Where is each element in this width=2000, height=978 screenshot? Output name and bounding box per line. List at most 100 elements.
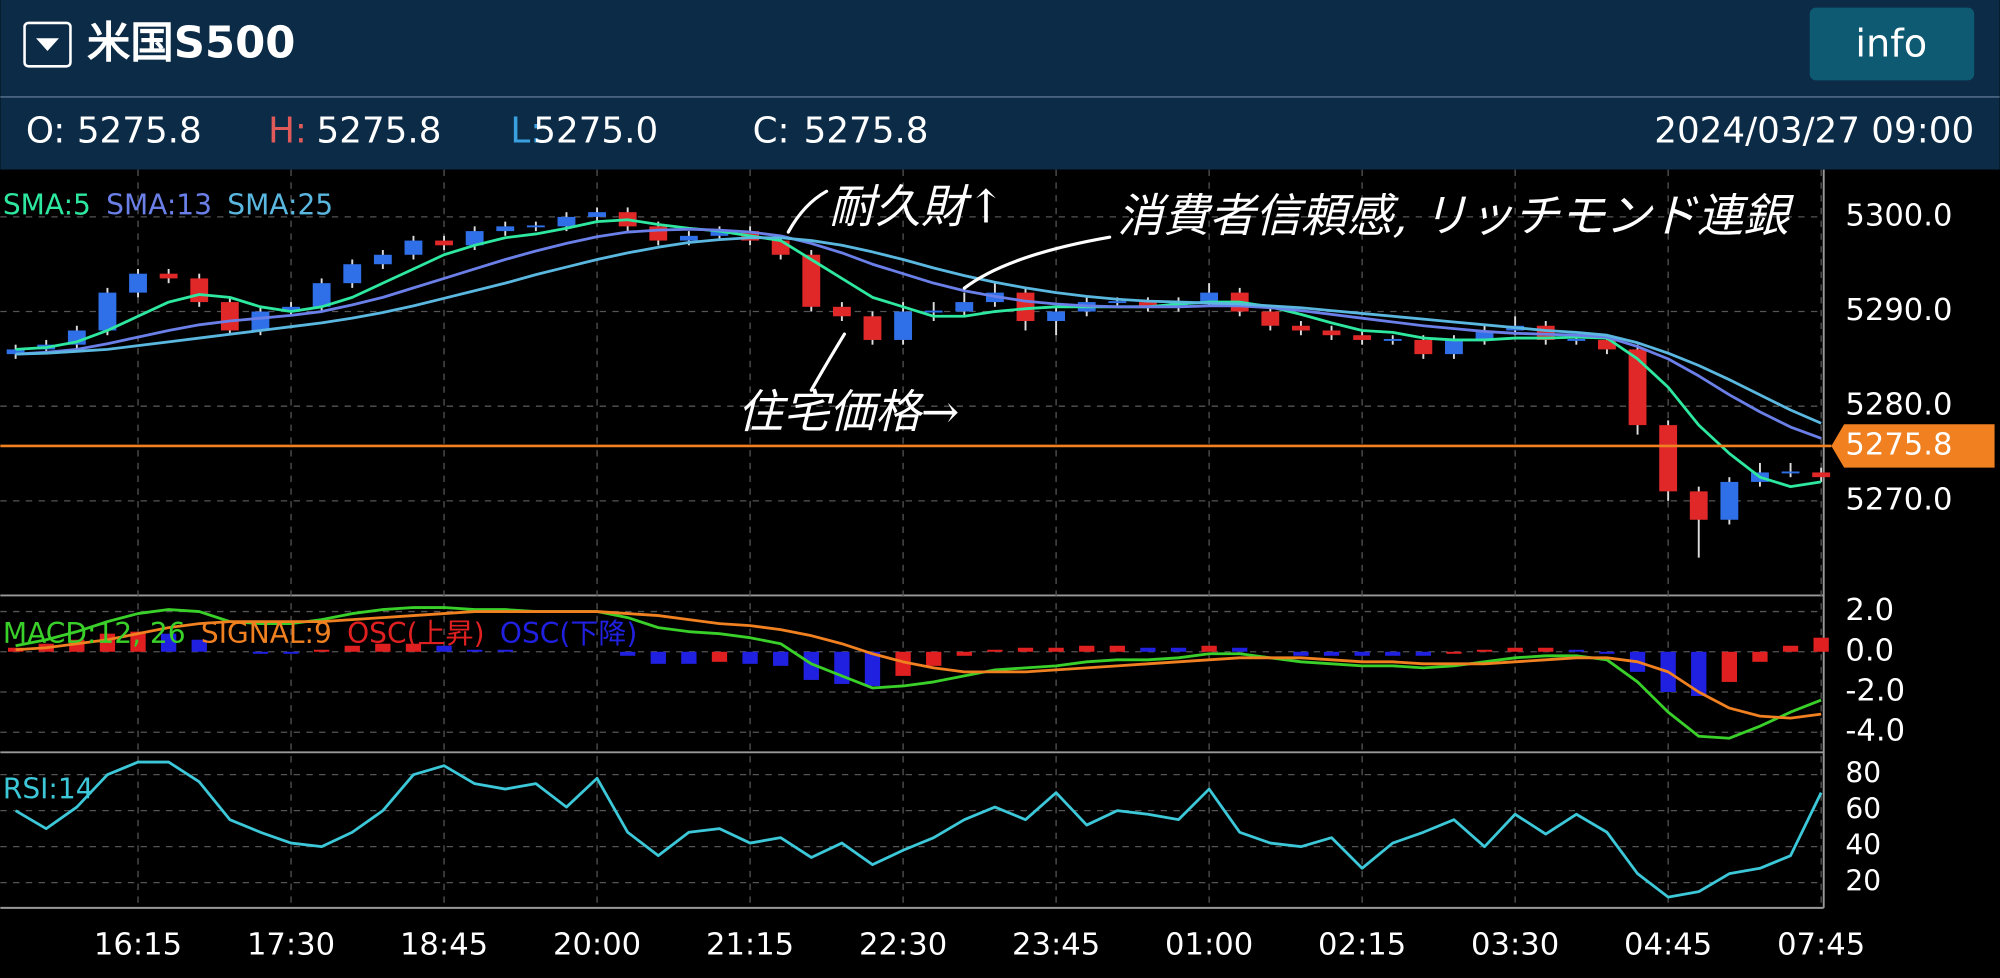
osc-bar — [160, 633, 177, 652]
x-tick-label: 18:45 — [400, 928, 488, 963]
osc-bar — [1293, 651, 1309, 656]
candle-body — [1047, 311, 1066, 322]
y-tick-label: 5280.0 — [1845, 388, 1952, 423]
osc-bar — [711, 651, 728, 662]
legend-entry: RSI:14 — [3, 773, 94, 806]
candle-body — [343, 264, 362, 284]
osc-bar — [1140, 647, 1156, 652]
osc-bar — [130, 631, 146, 652]
osc-bar — [926, 651, 942, 666]
osc-bar — [313, 649, 330, 652]
candle-body — [588, 212, 606, 217]
chart-background — [0, 169, 2000, 978]
candle-body — [649, 226, 668, 241]
legend-entry: OSC(上昇) — [347, 617, 484, 650]
dropdown-arrow[interactable] — [36, 38, 59, 52]
osc-bar — [1721, 651, 1738, 682]
dropdown[interactable] — [23, 21, 72, 68]
candle-body — [1628, 349, 1647, 426]
candle-body — [190, 278, 209, 303]
ohlc-value: 5275.0 — [533, 111, 658, 152]
marks: 16:15 17:30 18:45 20:00 21:15 22:30 23:45 01:00… — [0, 169, 1995, 963]
ohlc-value: 5275.8 — [804, 111, 929, 152]
osc-bar — [497, 649, 513, 652]
osc-bar — [467, 649, 483, 652]
osc-bar — [681, 651, 697, 664]
osc-bar — [1048, 647, 1064, 652]
y-tick-label: 0.0 — [1845, 633, 1894, 668]
candle-body — [1200, 292, 1219, 303]
y-tick-label: 60 — [1845, 793, 1881, 826]
osc-bar — [650, 651, 666, 664]
legend-entry: SMA:5 — [3, 189, 91, 222]
osc-bar — [1446, 651, 1462, 654]
candle-body — [129, 273, 147, 293]
candle-body — [1812, 472, 1831, 478]
legend-entry: OSC(下降) — [500, 617, 637, 650]
osc-bar — [1170, 647, 1187, 652]
candle-body — [1108, 301, 1127, 304]
osc-bar — [436, 645, 452, 652]
dropdown-box[interactable] — [23, 21, 72, 68]
osc-bar — [1385, 651, 1401, 656]
legend-entry: SMA:13 — [106, 189, 212, 222]
osc-bar — [1782, 645, 1799, 652]
osc-bar — [895, 651, 911, 676]
ohlc-label: O: — [26, 111, 66, 152]
candle-body — [435, 240, 453, 246]
osc-bar — [1415, 651, 1431, 656]
candle-body — [1567, 338, 1586, 341]
y-tick-label: 5300.0 — [1845, 198, 1952, 233]
candle-body — [496, 226, 515, 232]
candle-body — [1781, 471, 1800, 474]
handwritten-note: 耐久財↑ — [829, 179, 1005, 233]
y-tick-label: 20 — [1845, 865, 1881, 898]
osc-bar — [1752, 651, 1768, 662]
handwritten-note: 消費者信頼感, リッチモンド連銀 — [1117, 188, 1794, 242]
osc-bar — [1568, 649, 1584, 652]
candle-body — [771, 240, 790, 255]
osc-bar — [283, 651, 299, 654]
osc-bar — [7, 647, 24, 652]
symbol-title[interactable]: 米国S500 — [87, 18, 295, 68]
candle-body — [251, 311, 270, 331]
candle-body — [1689, 491, 1708, 520]
candle-body — [1383, 338, 1402, 341]
datetime: 2024/03/27 09:00 — [1654, 111, 1974, 152]
legend-entry: SIGNAL:9 — [201, 617, 332, 650]
y-tick-label: 40 — [1845, 829, 1881, 862]
candle-body — [1291, 325, 1310, 331]
candle-body — [1720, 481, 1739, 520]
pointer-stroke — [786, 189, 829, 234]
osc-bar — [987, 649, 1003, 652]
y-tick-label: 2.0 — [1845, 593, 1894, 628]
osc-bar — [1079, 645, 1095, 652]
candle-body — [894, 311, 913, 340]
candle-body — [955, 302, 974, 312]
osc-bar — [1232, 647, 1248, 652]
candle-body — [1598, 339, 1616, 350]
candle-body — [465, 231, 484, 246]
last-price-tag — [1831, 424, 1995, 468]
legend-entry: MACD:12, 26 — [3, 617, 186, 650]
osc-bar — [1109, 645, 1125, 652]
candle-body — [404, 240, 423, 255]
candle-body — [1322, 330, 1341, 336]
info-button[interactable] — [1809, 7, 1975, 81]
osc-bar — [773, 651, 789, 666]
y-tick-label: 5270.0 — [1845, 482, 1952, 517]
osc-bar — [742, 651, 758, 664]
candle-body — [679, 235, 698, 241]
x-tick-label: 02:15 — [1318, 928, 1406, 963]
info-button-label[interactable]: info — [1855, 21, 1927, 66]
osc-bar — [1813, 637, 1829, 652]
osc-bar — [1538, 647, 1554, 652]
candle-body — [220, 302, 239, 331]
candle-body — [863, 316, 882, 340]
ohlc-label: H: — [268, 111, 307, 152]
candle-body — [159, 273, 178, 279]
osc-bar — [1354, 651, 1370, 656]
osc-bar — [1323, 651, 1340, 656]
x-tick-label: 17:30 — [247, 928, 335, 963]
